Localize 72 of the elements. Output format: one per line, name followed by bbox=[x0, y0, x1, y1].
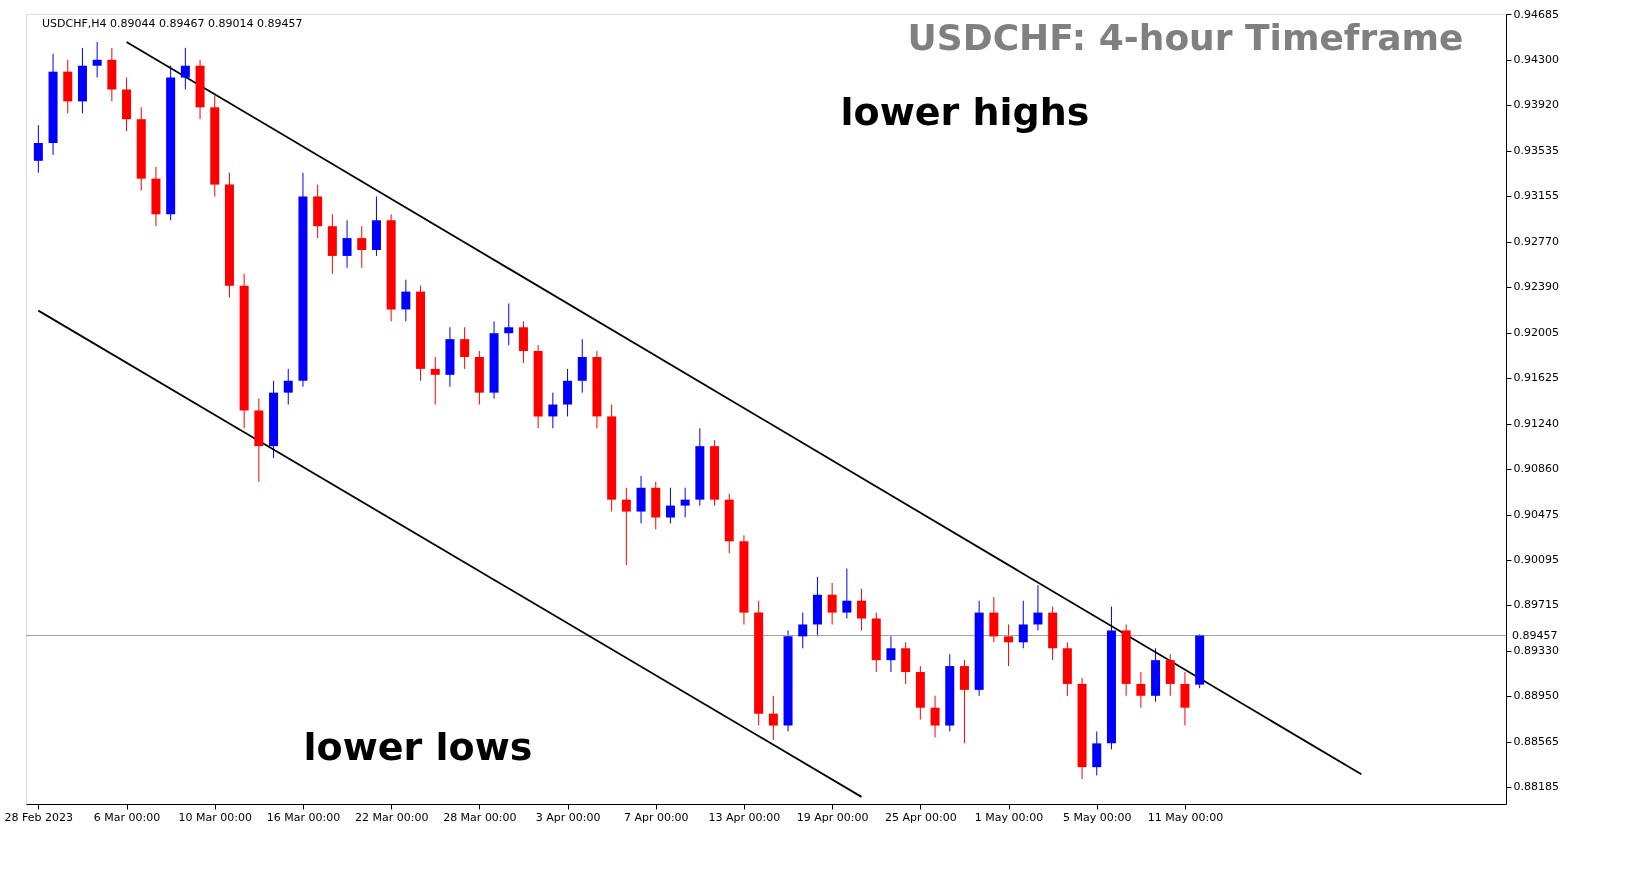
x-tick-label: 25 Apr 00:00 bbox=[884, 810, 957, 824]
candlestick bbox=[842, 568, 852, 620]
candlestick bbox=[577, 338, 587, 394]
x-tick-label: 13 Apr 00:00 bbox=[708, 810, 781, 824]
x-tick-label: 11 May 00:00 bbox=[1147, 810, 1224, 824]
candlestick bbox=[621, 487, 631, 566]
candlestick bbox=[827, 582, 837, 625]
candlestick bbox=[518, 320, 528, 364]
x-tick-label: 22 Mar 00:00 bbox=[354, 810, 429, 824]
x-tick-label: 7 Apr 00:00 bbox=[623, 810, 689, 824]
candlestick bbox=[1180, 671, 1190, 727]
candlestick bbox=[1165, 653, 1175, 697]
y-tick-label: 0.88950 bbox=[1513, 689, 1559, 703]
candlestick bbox=[401, 279, 411, 322]
x-tick-label: 16 Mar 00:00 bbox=[266, 810, 341, 824]
candlestick bbox=[1018, 600, 1028, 649]
candlestick bbox=[1033, 584, 1043, 631]
y-tick-label: 0.89330 bbox=[1513, 644, 1559, 658]
y-tick-label: 0.93155 bbox=[1513, 189, 1559, 203]
x-tick-label: 1 May 00:00 bbox=[974, 810, 1044, 824]
candlestick bbox=[92, 41, 102, 79]
candlestick bbox=[180, 47, 190, 90]
candlestick bbox=[1004, 623, 1014, 667]
candlestick bbox=[768, 695, 778, 741]
candlestick bbox=[959, 659, 969, 744]
annotation: lower lows bbox=[303, 725, 533, 769]
x-tick-label: 6 Mar 00:00 bbox=[93, 810, 161, 824]
candlestick bbox=[930, 695, 940, 738]
y-tick-label: 0.94300 bbox=[1513, 53, 1559, 67]
y-tick-label: 0.92770 bbox=[1513, 235, 1559, 249]
y-tick-label: 0.90095 bbox=[1513, 553, 1559, 567]
candlestick bbox=[989, 596, 999, 643]
x-tick-label: 5 May 00:00 bbox=[1063, 810, 1132, 824]
candlestick bbox=[636, 475, 646, 524]
x-tick-label: 19 Apr 00:00 bbox=[796, 810, 869, 824]
y-tick-label: 0.92005 bbox=[1513, 326, 1559, 340]
candlestick bbox=[563, 368, 573, 417]
candlestick bbox=[342, 219, 352, 269]
candlestick bbox=[680, 487, 690, 518]
candlestick bbox=[357, 225, 367, 269]
y-tick-label: 0.94685 bbox=[1513, 7, 1559, 21]
candlestick bbox=[798, 612, 808, 649]
y-tick-label: 0.93535 bbox=[1513, 144, 1559, 158]
candlestick bbox=[901, 641, 911, 685]
candlestick bbox=[548, 392, 558, 429]
candlestick bbox=[1092, 730, 1102, 776]
x-tick-label: 10 Mar 00:00 bbox=[178, 810, 252, 824]
annotation: lower highs bbox=[840, 90, 1090, 134]
y-tick-label: 0.88565 bbox=[1513, 735, 1559, 749]
x-tick-label: 3 Apr 00:00 bbox=[535, 810, 601, 824]
chart-title: USDCHF: 4-hour Timeframe bbox=[907, 17, 1464, 58]
candlestick bbox=[460, 326, 470, 370]
y-tick-label: 0.90860 bbox=[1513, 462, 1559, 476]
y-tick-label: 0.90475 bbox=[1513, 508, 1559, 522]
y-tick-label: 0.91625 bbox=[1513, 371, 1559, 385]
y-tick-label: 0.91240 bbox=[1513, 417, 1559, 431]
y-tick-label: 0.89715 bbox=[1513, 598, 1559, 612]
y-tick-label: 0.93920 bbox=[1513, 98, 1559, 112]
candlestick bbox=[430, 356, 440, 406]
candlestick bbox=[665, 487, 675, 524]
y-tick-label: 0.92390 bbox=[1513, 280, 1559, 294]
candlestick bbox=[886, 635, 896, 673]
ref-line-label: 0.89457 bbox=[1512, 628, 1558, 642]
candlestick bbox=[283, 368, 293, 406]
x-tick-label: 28 Mar 00:00 bbox=[443, 810, 517, 824]
x-tick-label: 28 Feb 2023 bbox=[4, 810, 74, 824]
candlestick bbox=[1136, 671, 1146, 709]
y-tick-label: 0.88185 bbox=[1513, 780, 1559, 794]
candlestick bbox=[504, 302, 514, 346]
candlestick bbox=[857, 588, 867, 631]
annotation: USDCHF,H4 0.89044 0.89467 0.89014 0.89457 bbox=[42, 17, 303, 30]
candlestick bbox=[33, 124, 43, 174]
